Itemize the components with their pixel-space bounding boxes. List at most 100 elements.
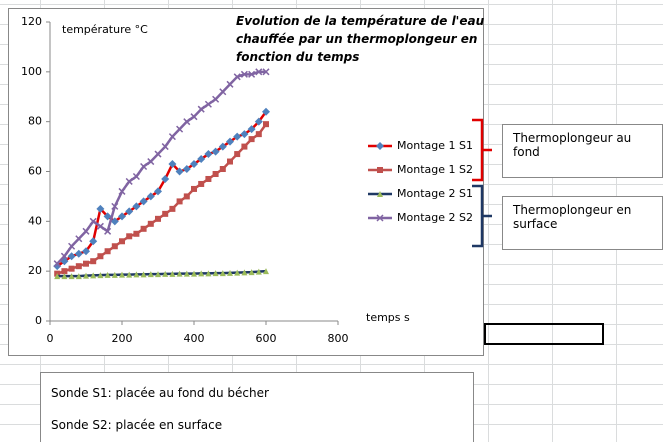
marker: [198, 180, 205, 187]
chart-area: [8, 8, 484, 356]
marker: [182, 165, 191, 174]
marker: [233, 132, 242, 141]
marker: [75, 273, 82, 280]
marker: [162, 270, 169, 277]
marker: [247, 125, 256, 134]
marker: [96, 204, 105, 213]
marker: [68, 265, 75, 272]
y-tick-label: 60: [28, 165, 42, 178]
marker: [67, 252, 76, 261]
marker: [204, 150, 213, 159]
marker: [104, 271, 111, 278]
x-axis-title: temps s: [366, 311, 410, 324]
x-tick-label: 800: [328, 332, 349, 345]
marker: [104, 227, 112, 235]
marker: [146, 192, 155, 201]
marker: [218, 142, 227, 151]
selected-cell[interactable]: [484, 323, 604, 345]
marker: [248, 136, 255, 143]
marker: [155, 215, 161, 222]
marker: [83, 260, 89, 267]
marker: [126, 233, 133, 240]
bracket: [472, 184, 492, 248]
marker: [97, 253, 104, 260]
y-tick-label: 20: [28, 264, 42, 277]
marker: [212, 270, 219, 277]
x-tick-label: 0: [47, 332, 54, 345]
marker: [82, 247, 90, 256]
marker: [103, 212, 112, 221]
marker: [205, 175, 212, 182]
marker: [255, 68, 263, 76]
marker: [60, 252, 68, 260]
marker: [212, 95, 220, 103]
x-tick-label: 200: [112, 332, 133, 345]
chart-title: Evolution de la température de l'eau cha…: [236, 14, 485, 64]
marker: [133, 271, 140, 278]
legend-label: Montage 2 S1: [397, 187, 473, 200]
marker: [96, 222, 104, 230]
marker: [262, 68, 270, 76]
marker: [53, 260, 61, 268]
legend-label: Montage 1 S1: [397, 139, 473, 152]
marker: [126, 271, 133, 278]
marker: [97, 272, 104, 279]
marker: [190, 160, 198, 169]
marker: [132, 202, 141, 211]
marker: [125, 177, 133, 185]
marker: [263, 268, 269, 275]
marker: [169, 205, 176, 212]
marker: [197, 105, 205, 113]
marker: [190, 113, 198, 121]
marker: [211, 147, 220, 156]
marker: [90, 272, 97, 279]
marker: [168, 133, 176, 141]
marker: [176, 198, 183, 205]
marker: [168, 160, 177, 169]
marker: [377, 191, 383, 197]
marker: [219, 270, 226, 277]
marker: [154, 187, 162, 196]
marker: [234, 151, 241, 158]
marker: [376, 214, 384, 222]
marker: [140, 225, 147, 232]
marker: [154, 150, 162, 158]
marker: [191, 185, 197, 192]
marker: [205, 270, 212, 277]
text-box: Sonde S1: placée au fond du bécher Sonde…: [40, 372, 474, 442]
marker: [140, 271, 147, 278]
note: Sonde S1: placée au fond du bécher: [51, 386, 269, 400]
marker: [90, 258, 97, 265]
series-line: [56, 110, 268, 268]
marker: [133, 230, 140, 237]
x-tick-label: 600: [256, 332, 277, 345]
marker: [240, 70, 248, 78]
marker: [219, 88, 227, 96]
note: Sonde S2: placée en surface: [51, 418, 223, 432]
marker: [262, 107, 270, 116]
marker: [198, 270, 205, 277]
marker: [169, 270, 176, 277]
marker: [74, 249, 83, 258]
marker: [240, 130, 249, 139]
marker: [197, 155, 206, 164]
marker: [125, 207, 134, 216]
marker: [248, 70, 256, 78]
marker: [82, 227, 90, 235]
marker: [147, 271, 154, 278]
marker: [147, 220, 154, 227]
series-line: [56, 70, 266, 265]
bracket: [472, 118, 492, 182]
marker: [161, 143, 169, 151]
marker: [234, 269, 241, 276]
marker: [110, 217, 119, 226]
marker: [191, 270, 197, 277]
marker: [139, 197, 148, 206]
marker: [175, 167, 184, 176]
marker: [183, 270, 190, 277]
marker: [89, 237, 98, 246]
marker: [263, 121, 269, 128]
marker: [255, 131, 262, 138]
marker: [75, 263, 82, 270]
